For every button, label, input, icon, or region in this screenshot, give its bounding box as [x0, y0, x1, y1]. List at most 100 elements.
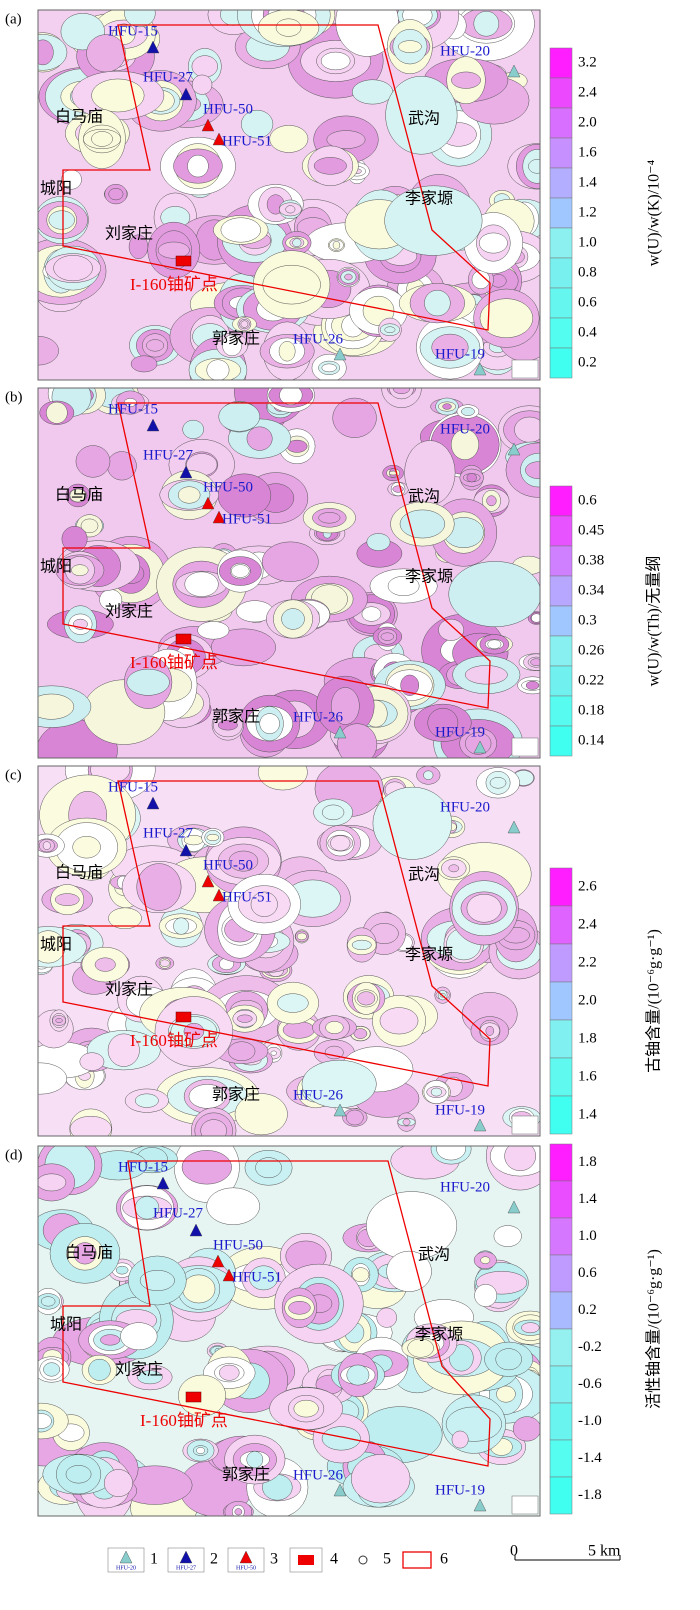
well-name: HFU-19: [435, 724, 485, 740]
well-symbol: [507, 442, 521, 456]
colorbar-tick-label: 1.2: [578, 204, 597, 220]
contour: [281, 608, 305, 630]
contour: [436, 1146, 466, 1161]
contour: [257, 766, 308, 791]
contour: [115, 1265, 129, 1275]
well-symbol: [473, 1118, 487, 1132]
contour: [387, 575, 420, 597]
contour: [181, 1150, 232, 1185]
contour: [346, 1364, 370, 1386]
contour: [325, 1021, 344, 1034]
well-name: HFU-26: [293, 331, 344, 347]
contour: [496, 1385, 516, 1403]
well-symbol: [333, 725, 347, 739]
colorbar-tick-label: -1.4: [578, 1450, 602, 1466]
place-name: 郭家庄: [212, 330, 260, 348]
contour: [521, 1322, 540, 1334]
place-name: 城阳: [40, 558, 72, 576]
colorbar-tick-label: 1.4: [578, 1106, 597, 1122]
place-name: 武沟: [408, 488, 440, 506]
contour: [461, 407, 475, 416]
contour: [40, 1296, 56, 1307]
contour: [324, 1045, 344, 1060]
well-symbol: [507, 1200, 521, 1214]
well-name: HFU-50: [203, 479, 253, 495]
mine-symbol: [175, 1011, 192, 1023]
contour: [182, 419, 204, 439]
mine-symbol: [185, 1391, 202, 1403]
inset-blank: [511, 737, 539, 757]
mine-symbol: [175, 255, 192, 267]
contour: [466, 893, 502, 923]
colorbar-tick-label: 0.6: [578, 294, 597, 310]
contour: [240, 109, 274, 139]
well-name: HFU-51: [222, 511, 272, 527]
contour: [352, 1267, 370, 1283]
well-symbol: [179, 843, 193, 857]
place-name: 郭家庄: [212, 1086, 260, 1104]
contour: [531, 613, 540, 623]
colorbar-cell: [549, 1019, 573, 1059]
well-symbol: [333, 347, 347, 361]
place-name: I-160铀矿点: [130, 653, 218, 672]
contour: [231, 564, 250, 578]
contour: [72, 836, 101, 859]
contour: [480, 1256, 491, 1264]
contour: [55, 1018, 63, 1024]
contour: [191, 55, 218, 78]
legend-label: 2: [210, 1551, 218, 1568]
colorbar-cell: [549, 905, 573, 945]
contour: [177, 486, 201, 504]
colorbar-title: 活性铀含量/(10⁻⁶g·g⁻¹): [645, 1249, 663, 1409]
colorbar-cell: [549, 1328, 573, 1367]
place-name: I-160铀矿点: [140, 1411, 228, 1430]
contour: [38, 1173, 67, 1192]
place-name: 白马庙: [55, 864, 103, 882]
colorbar-cell: [549, 1439, 573, 1478]
well-name: HFU-27: [143, 825, 194, 841]
contour: [464, 665, 508, 685]
contour: [187, 154, 209, 178]
contour: [478, 232, 508, 254]
contour: [218, 401, 261, 432]
well-symbol: [179, 87, 193, 101]
colorbar-tick-label: 0.6: [578, 1265, 597, 1281]
well-name: HFU-27: [143, 447, 194, 463]
contour: [530, 658, 540, 666]
contour: [91, 131, 113, 147]
contour: [184, 571, 219, 597]
contour: [108, 188, 124, 201]
contour: [255, 1157, 282, 1179]
well-name: HFU-27: [153, 1205, 204, 1221]
legend-label: 3: [270, 1551, 278, 1568]
contour: [200, 1119, 227, 1136]
contour: [86, 34, 126, 73]
colorbar-cell: [549, 575, 573, 607]
colorbar-cell: [549, 137, 573, 169]
contour: [402, 1118, 411, 1126]
place-name: 白马庙: [55, 108, 103, 126]
contour: [196, 1447, 205, 1454]
scale-label: 0: [510, 1543, 518, 1560]
colorbar-cell: [549, 1365, 573, 1404]
contour: [384, 185, 483, 256]
panel-label: (b): [5, 389, 23, 405]
place-name: 李家塬: [415, 1326, 463, 1344]
colorbar-cell: [549, 317, 573, 349]
contour: [332, 240, 341, 250]
legend-label: 1: [150, 1551, 158, 1568]
contour: [107, 1033, 140, 1067]
place-name: 郭家庄: [222, 1466, 270, 1484]
contour: [431, 333, 469, 362]
well-symbol: [212, 888, 226, 902]
colorbar-tick-label: 0.22: [578, 672, 604, 688]
contour: [38, 1062, 68, 1095]
well-symbol: [146, 418, 160, 432]
place-name: I-160铀矿点: [130, 1031, 218, 1050]
place-name: 白马庙: [55, 486, 103, 504]
well-name: HFU-26: [293, 709, 344, 725]
colorbar-tick-label: 0.2: [578, 354, 597, 370]
place-name: 城阳: [40, 936, 72, 954]
contour: [451, 71, 481, 89]
